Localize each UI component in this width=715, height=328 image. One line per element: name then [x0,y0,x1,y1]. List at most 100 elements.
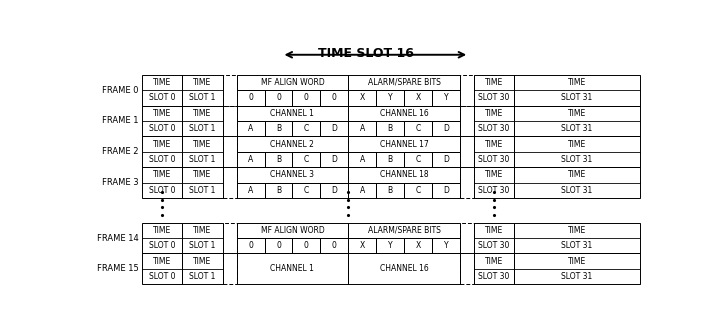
Text: D: D [331,155,337,164]
Bar [348,90,376,106]
Bar [348,238,376,254]
Text: D: D [331,124,337,133]
Text: TIME: TIME [193,226,212,235]
Bar [460,75,474,106]
Bar [237,183,265,198]
Text: 0: 0 [332,93,337,102]
Bar [237,121,265,136]
Bar [320,90,348,106]
Bar [432,90,460,106]
Bar [142,223,182,254]
Text: B: B [276,124,281,133]
Text: 0: 0 [248,93,253,102]
Text: A: A [248,124,253,133]
Bar [292,183,320,198]
Bar [320,238,348,254]
Bar [376,183,404,198]
Text: X: X [360,241,365,250]
Bar [348,121,376,136]
Text: CHANNEL 18: CHANNEL 18 [380,170,428,179]
Text: 0: 0 [248,241,253,250]
Bar [348,223,460,238]
Text: SLOT 0: SLOT 0 [149,241,175,250]
Bar [265,152,292,167]
Text: TIME: TIME [568,140,586,149]
Text: TIME: TIME [153,256,172,266]
Bar [460,223,474,254]
Text: FRAME 1: FRAME 1 [102,116,139,126]
Text: A: A [248,186,253,195]
Bar [404,183,432,198]
Bar [460,106,474,136]
Text: D: D [331,186,337,195]
Text: SLOT 31: SLOT 31 [561,272,593,281]
Bar [142,254,182,284]
Bar [142,106,182,136]
Bar [320,183,348,198]
Bar [432,121,460,136]
Bar [142,136,182,167]
Bar [142,75,182,106]
Text: D: D [443,155,449,164]
Text: SLOT 1: SLOT 1 [189,241,216,250]
Bar [348,183,376,198]
Bar [432,238,460,254]
Bar [222,223,237,254]
Text: C: C [415,186,420,195]
Text: TIME: TIME [193,140,212,149]
Bar [474,254,514,284]
Bar [348,152,376,167]
Text: 0: 0 [276,93,281,102]
Text: 0: 0 [276,241,281,250]
Bar [474,167,514,198]
Text: TIME: TIME [193,109,212,118]
Text: SLOT 30: SLOT 30 [478,186,510,195]
Text: TIME: TIME [153,226,172,235]
Text: C: C [304,155,309,164]
Bar [292,121,320,136]
Bar [237,136,348,152]
Text: SLOT 31: SLOT 31 [561,93,593,102]
Text: D: D [443,124,449,133]
Bar [404,90,432,106]
Text: TIME: TIME [485,226,503,235]
Text: CHANNEL 16: CHANNEL 16 [380,109,428,118]
Text: FRAME 14: FRAME 14 [97,234,139,242]
Text: TIME: TIME [193,256,212,266]
Text: MF ALIGN WORD: MF ALIGN WORD [260,78,325,87]
Bar [514,254,640,284]
Text: SLOT 0: SLOT 0 [149,155,175,164]
Text: SLOT 31: SLOT 31 [561,155,593,164]
Bar [376,121,404,136]
Text: FRAME 0: FRAME 0 [102,86,139,95]
Text: SLOT 1: SLOT 1 [189,272,216,281]
Bar [182,223,222,254]
Bar [182,106,222,136]
Text: D: D [443,186,449,195]
Bar [376,90,404,106]
Text: MF ALIGN WORD: MF ALIGN WORD [260,226,325,235]
Bar [265,90,292,106]
Bar [222,75,237,106]
Text: SLOT 30: SLOT 30 [478,124,510,133]
Bar [142,167,182,198]
Text: CHANNEL 17: CHANNEL 17 [380,140,428,149]
Text: C: C [304,186,309,195]
Text: Y: Y [443,241,448,250]
Text: X: X [360,93,365,102]
Text: SLOT 0: SLOT 0 [149,272,175,281]
Bar [348,167,460,183]
Text: TIME: TIME [193,170,212,179]
Text: B: B [276,186,281,195]
Bar [292,238,320,254]
Text: 0: 0 [304,241,309,250]
Bar [404,121,432,136]
Text: TIME: TIME [485,109,503,118]
Text: SLOT 0: SLOT 0 [149,93,175,102]
Bar [460,136,474,167]
Bar [222,167,237,198]
Text: TIME: TIME [485,140,503,149]
Bar [474,75,514,106]
Bar [514,106,640,136]
Bar [514,223,640,254]
